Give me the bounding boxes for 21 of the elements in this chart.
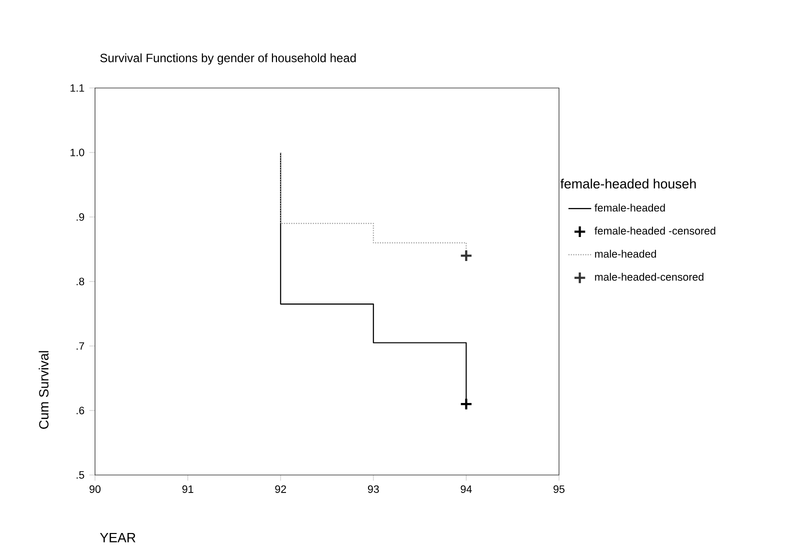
x-tick-label: 90	[90, 485, 101, 493]
y-tick-label: 1.0	[70, 148, 84, 156]
x-axis-title: YEAR	[100, 533, 136, 542]
x-tick-label: 93	[368, 485, 379, 493]
y-tick-label: .6	[76, 406, 84, 414]
y-tick-label: .7	[76, 342, 84, 350]
y-tick-label: .5	[76, 471, 84, 479]
legend-title: female-headed househ	[560, 178, 696, 189]
y-tick-label: 1.1	[70, 84, 84, 92]
legend-label: female-headed	[594, 204, 665, 212]
x-tick-label: 95	[554, 485, 564, 493]
x-tick-label: 91	[182, 485, 194, 493]
y-tick-label: .8	[76, 278, 84, 286]
x-tick-label: 92	[275, 485, 286, 493]
legend-label: female-headed -censored	[594, 226, 716, 235]
legend-label: male-headed-censored	[595, 272, 704, 281]
y-tick-label: .9	[76, 213, 84, 221]
legend-label: male-headed	[595, 250, 656, 258]
x-tick-label: 94	[460, 485, 472, 493]
chart-title: Survival Functions by gender of household head	[100, 53, 356, 65]
y-axis-title: Cum Survival	[38, 351, 49, 429]
